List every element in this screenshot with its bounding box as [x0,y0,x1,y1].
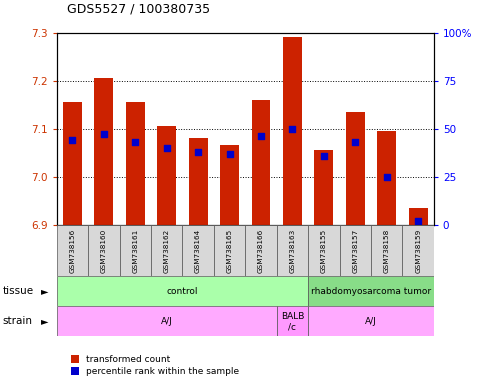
Bar [57,306,277,336]
Bar [151,225,182,276]
Bar [371,225,402,276]
Text: GSM738159: GSM738159 [415,228,421,273]
Bar [94,78,113,225]
Point [414,218,422,224]
Point [163,145,171,151]
Text: A/J: A/J [161,317,173,326]
Point [69,137,76,143]
Point [257,133,265,139]
Bar [88,225,119,276]
Bar [119,225,151,276]
Bar [377,131,396,225]
Bar [308,225,340,276]
Text: GSM738160: GSM738160 [101,228,107,273]
Text: GSM738157: GSM738157 [352,228,358,273]
Text: GSM738162: GSM738162 [164,228,170,273]
Bar [182,225,214,276]
Text: ►: ► [40,286,48,296]
Bar [57,276,308,306]
Point [131,139,139,145]
Bar [308,306,434,336]
Bar [245,225,277,276]
Text: BALB
/c: BALB /c [281,312,304,331]
Bar [214,225,246,276]
Point [288,126,296,132]
Bar [308,276,434,306]
Text: ►: ► [40,316,48,326]
Text: strain: strain [2,316,33,326]
Text: GSM738163: GSM738163 [289,228,295,273]
Bar [189,138,208,225]
Bar [402,225,434,276]
Text: A/J: A/J [365,317,377,326]
Bar [57,225,88,276]
Point [100,131,108,137]
Bar [126,102,145,225]
Text: GSM738164: GSM738164 [195,228,201,273]
Bar [277,306,308,336]
Bar [315,150,333,225]
Point [352,139,359,145]
Text: GSM738155: GSM738155 [321,228,327,273]
Bar [63,102,82,225]
Bar [277,225,308,276]
Text: control: control [167,287,198,296]
Bar [251,100,270,225]
Point [194,149,202,155]
Text: GSM738158: GSM738158 [384,228,389,273]
Text: GSM738156: GSM738156 [70,228,75,273]
Point [226,151,234,157]
Bar [157,126,176,225]
Point [383,174,390,180]
Bar [409,208,427,225]
Bar [340,225,371,276]
Text: GSM738161: GSM738161 [132,228,138,273]
Bar [283,37,302,225]
Point [320,152,328,159]
Text: GSM738166: GSM738166 [258,228,264,273]
Text: tissue: tissue [2,286,34,296]
Text: rhabdomyosarcoma tumor: rhabdomyosarcoma tumor [311,287,431,296]
Text: GSM738165: GSM738165 [227,228,233,273]
Bar [346,112,365,225]
Bar [220,146,239,225]
Text: GDS5527 / 100380735: GDS5527 / 100380735 [67,2,210,15]
Legend: transformed count, percentile rank within the sample: transformed count, percentile rank withi… [71,355,240,376]
